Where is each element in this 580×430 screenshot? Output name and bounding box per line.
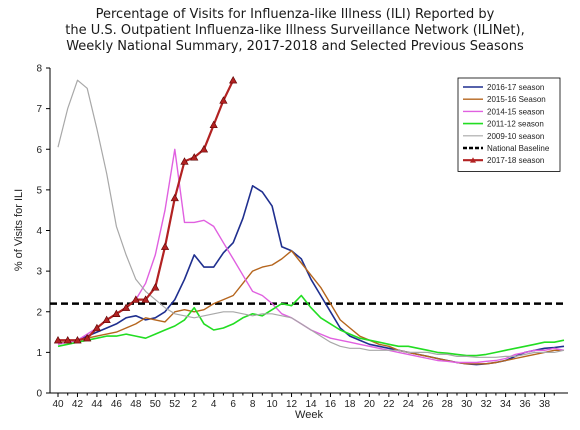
x-tick-label: 46 — [111, 399, 123, 410]
x-tick-label: 28 — [442, 399, 454, 410]
x-tick-label: 20 — [364, 399, 376, 410]
x-tick-label: 18 — [344, 399, 356, 410]
x-tick-label: 30 — [461, 399, 473, 410]
x-tick-label: 48 — [130, 399, 142, 410]
series-point-2017-18-season — [83, 333, 92, 342]
series-point-2017-18-season — [190, 153, 199, 161]
y-tick-label: 4 — [36, 226, 42, 237]
x-tick-label: 4 — [211, 399, 217, 410]
series-line-2009-10-season — [57, 79, 565, 358]
x-tick-label: 34 — [500, 399, 512, 410]
x-axis: 40 42 44 46 48 50 52 2 4 6 8 10 12 14 16 18 20 22 24 26 28 30… — [50, 392, 568, 410]
legend-label: 2016-17 season — [487, 83, 544, 92]
y-tick-label: 6 — [36, 145, 42, 156]
x-tick-label: 10 — [267, 399, 279, 410]
x-tick-label: 52 — [169, 399, 181, 410]
legend-marker — [470, 157, 476, 163]
y-tick-label: 5 — [36, 185, 42, 196]
series-point-2017-18-season — [112, 309, 121, 317]
y-axis-label: % of Visits for ILI — [13, 189, 25, 271]
x-tick-label: 24 — [403, 399, 415, 410]
legend-box — [457, 77, 561, 172]
legend-label: 2011-12 season — [487, 120, 544, 129]
y-tick-label: 7 — [36, 104, 42, 115]
series-point-2017-18-season — [170, 193, 179, 202]
series-point-2017-18-season — [180, 157, 189, 165]
x-tick-label: 50 — [150, 399, 162, 410]
title-line-1: Percentage of Visits for Influenza-like … — [96, 7, 495, 22]
series-point-2017-18-season — [102, 315, 111, 324]
series-point-2017-18-season — [53, 335, 63, 344]
x-tick-label: 16 — [325, 399, 337, 410]
legend-label: National Baseline — [487, 144, 550, 153]
x-tick-label: 44 — [91, 399, 103, 410]
x-tick-label: 26 — [422, 399, 434, 410]
x-tick-label: 12 — [286, 399, 298, 410]
series-point-2017-18-season — [151, 283, 160, 291]
series-point-2017-18-season — [199, 145, 209, 153]
series-point-2017-18-season — [160, 242, 170, 250]
x-tick-label: 40 — [52, 399, 64, 410]
series-line-2011-12-season — [57, 294, 565, 357]
title-line-3: Weekly National Summary, 2017-2018 and S… — [66, 39, 524, 54]
y-tick-label: 8 — [36, 64, 42, 75]
y-tick-label: 3 — [36, 267, 42, 278]
y-tick-label: 2 — [36, 307, 42, 318]
x-tick-label: 38 — [539, 399, 551, 410]
series-point-2017-18-season — [219, 96, 228, 104]
series-point-2017-18-season — [92, 323, 102, 332]
y-tick-label: 1 — [36, 348, 42, 359]
series-line-2015-16-season — [58, 250, 564, 365]
x-tick-label: 14 — [305, 399, 317, 410]
legend-label: 2017-18 season — [487, 156, 544, 165]
title-line-2: the U.S. Outpatient Influenza-like Illne… — [65, 23, 524, 38]
x-tick-label: 42 — [72, 399, 84, 410]
series-point-2017-18-season — [63, 335, 72, 344]
x-tick-label: 6 — [230, 399, 236, 410]
legend-label: 2009-10 season — [487, 132, 544, 141]
x-tick-label: 36 — [520, 399, 532, 410]
legend: 2016-17 season 2015-16 Season 2014-15 seas… — [457, 77, 561, 172]
y-axis: 0 1 2 3 4 5 6 7 8 — [36, 64, 51, 400]
series-point-2017-18-season — [141, 295, 150, 303]
chart-title: Percentage of Visits for Influenza-like … — [65, 7, 524, 54]
legend-label: 2015-16 Season — [487, 95, 546, 104]
series-point-2017-18-season — [122, 303, 131, 311]
x-tick-label: 32 — [481, 399, 493, 410]
series-layer — [53, 75, 565, 366]
y-tick-label: 0 — [36, 389, 42, 400]
legend-label: 2014-15 season — [487, 107, 544, 116]
series-point-2017-18-season — [229, 75, 238, 84]
x-tick-label: 2 — [191, 399, 197, 410]
series-point-2017-18-season — [131, 295, 140, 303]
x-tick-label: 8 — [250, 399, 256, 410]
series-point-2017-18-season — [73, 335, 82, 344]
series-point-2017-18-season — [209, 120, 218, 129]
x-tick-label: 22 — [383, 399, 395, 410]
x-axis-label: Week — [295, 409, 323, 421]
